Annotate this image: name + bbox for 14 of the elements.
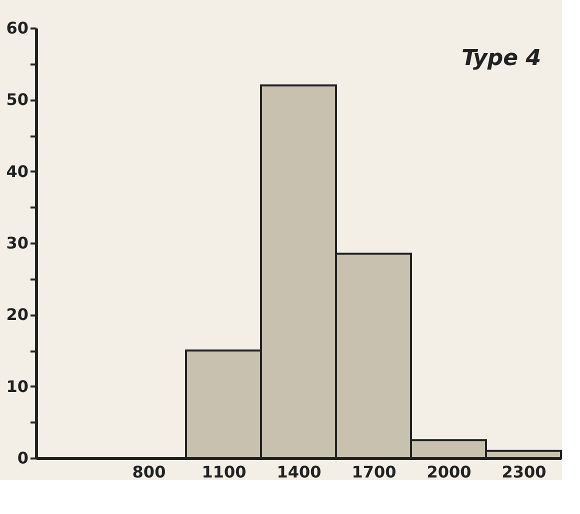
- y-tick-label: 0: [17, 448, 28, 468]
- x-tick-label: 1700: [352, 462, 396, 482]
- x-tick-label: 1400: [276, 462, 322, 482]
- x-tick-label: 2300: [502, 462, 546, 482]
- x-tick-label: 2000: [426, 462, 472, 482]
- y-tick-label: 30: [6, 234, 28, 252]
- x-tick-label: 1100: [202, 462, 246, 482]
- text: Type 4: [462, 46, 541, 71]
- y-tick-label: 50: [6, 90, 28, 110]
- y-tick-label: 60: [6, 18, 28, 38]
- x-tick-label: 800: [132, 462, 166, 482]
- y-tick-label: 10: [6, 376, 28, 396]
- y-tick-label: 40: [6, 162, 28, 181]
- y-tick-label: 20: [6, 305, 28, 324]
